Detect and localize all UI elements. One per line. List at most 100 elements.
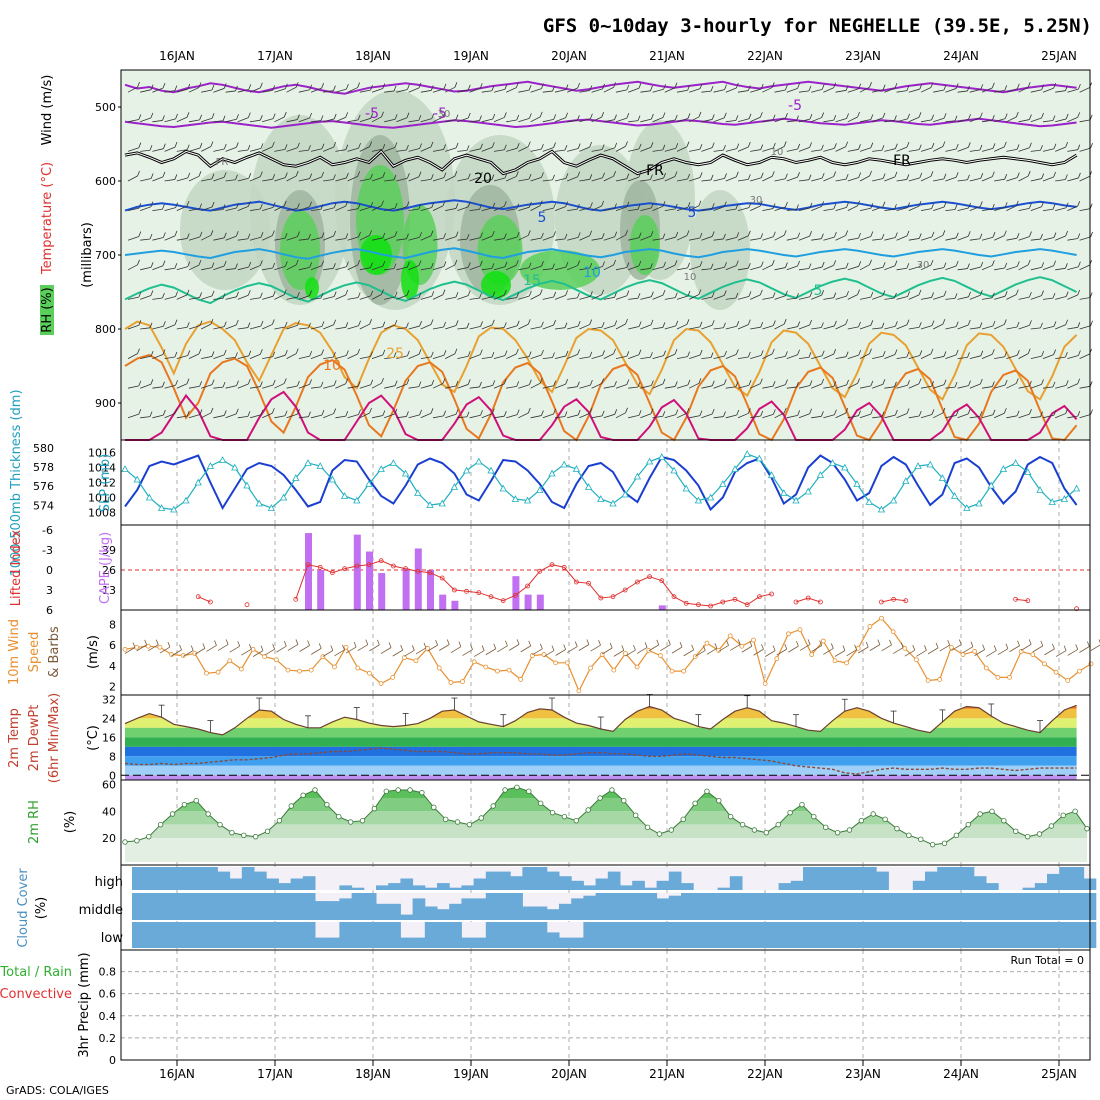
wind-barb-flag — [491, 319, 495, 325]
wind-barb-flag — [735, 292, 739, 299]
cloud-cover-bar — [900, 922, 914, 948]
cloud-cover-bar — [595, 922, 609, 948]
wind-barb — [896, 179, 907, 182]
wind-barb-flag — [247, 378, 251, 385]
wind-barb — [408, 353, 420, 359]
wind-barb-10m — [357, 644, 368, 652]
wind-barb-flag — [175, 202, 178, 208]
cloud-cover-bar — [412, 937, 426, 948]
date-label-bottom: 25JAN — [1041, 1067, 1077, 1081]
wind-barb-flag — [467, 84, 471, 90]
thickness-marker — [877, 505, 886, 513]
wind-barb-flag — [527, 230, 531, 236]
wind-barb — [347, 119, 359, 123]
wind-barb — [518, 295, 530, 300]
wind-barb — [164, 207, 176, 211]
wind-barb-flag — [785, 113, 788, 119]
wind-barb-flag — [553, 203, 557, 209]
wind-barb-flag — [187, 172, 191, 179]
cloud-cover-bar — [986, 883, 999, 890]
wind-speed-marker — [890, 629, 896, 635]
wind-barb — [786, 326, 798, 330]
cloud-cover-bar — [644, 922, 658, 948]
wind-speed-marker — [285, 667, 291, 673]
wind-barb — [957, 268, 968, 271]
wind-barb — [420, 146, 432, 152]
wind-barb — [920, 208, 932, 211]
cloud-cover-bar — [217, 893, 231, 920]
cloud-cover-bar — [278, 922, 292, 948]
wind-barb-10m — [916, 649, 927, 657]
wind-barb-flag — [565, 112, 568, 118]
wind-barb — [994, 267, 1005, 271]
cloud-cover-bar — [778, 893, 792, 920]
thickness-marker — [731, 465, 739, 472]
wind-barb-flag — [516, 409, 520, 415]
wind-barb — [628, 414, 640, 419]
rh-2m-marker — [502, 787, 508, 793]
total-rain-label: Total / Rain — [0, 965, 72, 980]
wind-barb-flag — [321, 260, 324, 266]
wind-barb — [457, 178, 469, 182]
wind-barb-flag — [785, 379, 788, 385]
wind-barb-flag — [1015, 200, 1019, 206]
wind-barb — [127, 86, 138, 93]
rh-2m-marker — [122, 839, 128, 845]
wind-barb-flag — [979, 233, 983, 239]
wind-barb — [591, 205, 602, 211]
wind-barb — [298, 178, 310, 182]
wind-barb — [225, 179, 236, 182]
wind-barb-flag — [491, 174, 495, 180]
wind-barb-flag — [259, 381, 263, 387]
wind-barb-flag — [504, 350, 508, 356]
temp-tick-label: 24 — [102, 712, 116, 725]
wind-speed-marker — [785, 631, 791, 637]
wind-barb — [640, 207, 652, 211]
lifted-index-marker — [683, 600, 689, 606]
wind-barb-flag — [797, 143, 801, 150]
contour-label: 20 — [474, 171, 492, 187]
rh-2m-marker — [632, 812, 639, 819]
cape-tick-label: 39 — [102, 544, 116, 557]
wind-barb-flag — [895, 409, 898, 416]
wind-barb — [335, 383, 346, 389]
wind-barb-flag — [1041, 201, 1044, 207]
wind-barb — [445, 264, 456, 271]
cloud-cover-bar — [302, 893, 316, 920]
wind-barb-flag — [674, 292, 678, 298]
cloud-cover-bar — [876, 871, 889, 890]
cloud-cover-bar — [510, 893, 523, 920]
wind-barb-flag — [821, 290, 825, 296]
wind-barb — [652, 383, 664, 389]
wind-barb — [603, 296, 615, 300]
wind-barb — [396, 177, 408, 182]
wind-barb — [310, 386, 322, 389]
wind-barb-flag — [271, 141, 275, 147]
wind-barb — [530, 415, 542, 419]
wind-barb-flag — [882, 350, 886, 357]
wind-barb-10m — [625, 649, 636, 657]
wind-barb — [481, 235, 493, 241]
wind-barb-flag — [369, 230, 372, 236]
cloud-cover-bar — [473, 937, 487, 948]
wind-barb-10m-flag — [924, 645, 927, 651]
wind-barb — [335, 294, 346, 300]
wind-barb — [127, 413, 139, 419]
wind-barb-flag — [564, 233, 568, 240]
wind-barb-flag — [1053, 410, 1057, 416]
wind-barb — [213, 176, 225, 182]
thickness-marker — [987, 481, 995, 489]
wind-barb — [1006, 383, 1017, 389]
wind-barb — [396, 89, 408, 93]
wind-barb-flag — [943, 351, 947, 357]
wind-barb-flag — [942, 407, 946, 414]
cloud-cover-bar — [925, 893, 938, 920]
wind-barb-flag — [1004, 202, 1008, 208]
lifted-index-marker — [244, 602, 250, 608]
wind-barb — [591, 266, 603, 271]
wind-barb-flag — [699, 172, 703, 178]
wind-barb-flag — [418, 260, 422, 266]
wind-barb-10m — [939, 644, 950, 652]
wind-barb — [994, 207, 1006, 211]
wind-barb — [481, 296, 493, 300]
